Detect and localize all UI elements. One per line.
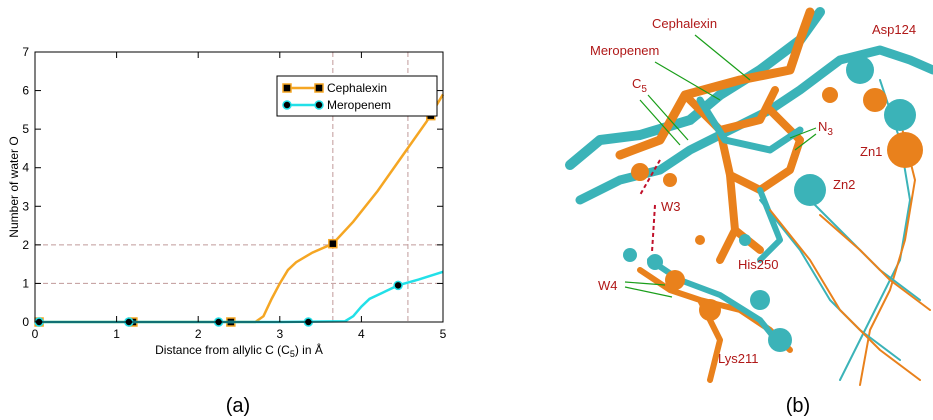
legend-marker: [315, 84, 323, 92]
x-tick-label: 2: [195, 327, 202, 341]
structure-label-text: W4: [598, 278, 618, 293]
structure-label-text: Meropenem: [590, 43, 659, 58]
x-axis-label-text: Distance from allylic C (C: [155, 343, 290, 357]
y-axis-label: Number of water O: [7, 136, 21, 237]
structure-label: His250: [738, 257, 778, 272]
legend-marker: [283, 101, 291, 109]
caption: (a): [226, 395, 250, 417]
structure-label: W3: [661, 199, 681, 214]
legend-marker: [315, 101, 323, 109]
x-tick-label: 4: [358, 327, 365, 341]
structure-label-text: W3: [661, 199, 681, 214]
structure-label: W4: [598, 278, 618, 293]
structure-label-text: Asp124: [872, 22, 916, 37]
structure-label-text: N: [818, 119, 827, 134]
x-tick-label: 3: [276, 327, 283, 341]
structure-label-text: Cephalexin: [652, 16, 717, 31]
structure-label: Meropenem: [590, 43, 659, 58]
structure-label: Asp124: [872, 22, 916, 37]
x-axis-label: Distance from allylic C (C5) in Å: [155, 342, 323, 359]
x-axis-label-tail: ) in Å: [295, 342, 323, 357]
structure-label: N3: [818, 119, 833, 138]
y-tick-label: 1: [22, 276, 29, 290]
y-tick-label: 5: [22, 122, 29, 136]
figure: CephalexinMeropenemC5N3Asp124Zn1Zn2W3W4H…: [0, 0, 933, 420]
structure-label-sub: 5: [641, 84, 647, 95]
structure-label-text: Zn2: [833, 177, 855, 192]
y-tick-label: 4: [22, 161, 29, 175]
structure-label-sub: 3: [827, 127, 833, 138]
structure-label: Cephalexin: [652, 16, 717, 31]
y-tick-label: 2: [22, 238, 29, 252]
x-tick-label: 5: [440, 327, 447, 341]
structure-label-text: Zn1: [860, 144, 882, 159]
legend-label: Meropenem: [327, 98, 391, 112]
x-tick-label: 0: [32, 327, 39, 341]
structure-image: Cephalexin Meropenem C5 N3 Asp124 Zn1 Zn2 W3 W4 H…: [570, 12, 933, 385]
y-tick-label: 0: [22, 315, 29, 329]
structure-label-text: Lys211: [718, 351, 758, 366]
legend-marker: [283, 84, 291, 92]
y-tick-label: 3: [22, 199, 29, 213]
structure-label: Zn2: [833, 177, 855, 192]
structure-label: C5: [632, 76, 647, 95]
structure-label-text: His250: [738, 257, 778, 272]
caption: (b): [786, 395, 810, 417]
structure-label: Zn1: [860, 144, 882, 159]
data-line: [35, 272, 443, 322]
x-tick-label: 1: [113, 327, 120, 341]
y-tick-label: 6: [22, 84, 29, 98]
structure-label-text: C: [632, 76, 641, 91]
legend-label: Cephalexin: [327, 81, 387, 95]
structure-label: Lys211: [718, 351, 758, 366]
marker: [329, 240, 337, 248]
marker: [394, 281, 402, 289]
data-line: [35, 94, 443, 322]
y-tick-label: 7: [22, 45, 29, 59]
